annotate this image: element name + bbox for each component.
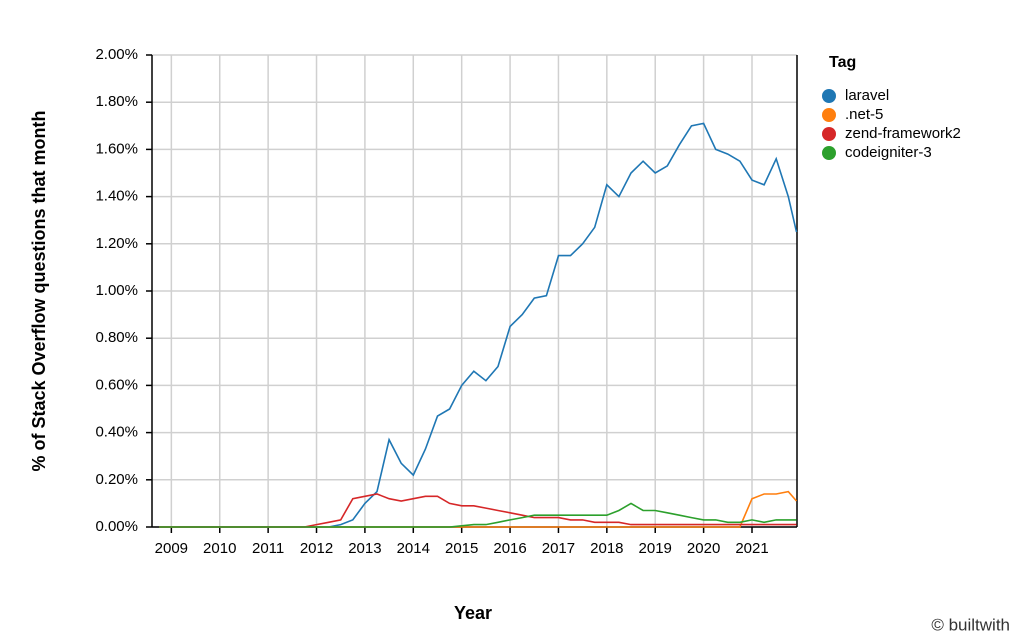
y-tick-label: 1.40% [95, 188, 138, 205]
x-tick-label: 2011 [252, 540, 284, 557]
x-tick-label: 2018 [590, 540, 623, 557]
series-line [159, 122, 798, 528]
x-tick-label: 2017 [542, 540, 575, 557]
series-line [159, 502, 797, 528]
x-tick-label: 2010 [203, 540, 236, 557]
y-tick-label: 1.00% [95, 282, 138, 299]
x-tick-label: 2014 [397, 540, 430, 557]
x-tick-label: 2009 [155, 540, 188, 557]
legend-label: laravel [845, 87, 889, 104]
x-axis-label: Year [454, 603, 492, 623]
y-tick-label: 1.20% [95, 235, 138, 252]
x-tick-label: 2015 [445, 540, 478, 557]
legend-title: Tag [829, 54, 856, 71]
x-tick-label: 2019 [639, 540, 672, 557]
legend-swatch [822, 127, 836, 141]
legend-label: codeigniter-3 [845, 144, 932, 161]
x-tick-label: 2020 [687, 540, 720, 557]
x-tick-label: 2016 [493, 540, 526, 557]
legend-label: .net-5 [845, 106, 883, 123]
legend-label: zend-framework2 [845, 125, 961, 142]
y-tick-label: 0.40% [95, 424, 138, 441]
series-line [159, 490, 798, 528]
y-tick-label: 0.60% [95, 376, 138, 393]
y-axis-label: % of Stack Overflow questions that month [29, 110, 49, 471]
legend-swatch [822, 89, 836, 103]
x-tick-label: 2012 [300, 540, 333, 557]
x-tick-label: 2013 [348, 540, 381, 557]
y-tick-label: 2.00% [95, 46, 138, 63]
credit: © builtwith [931, 615, 1010, 634]
x-tick-label: 2021 [735, 540, 768, 557]
y-tick-label: 1.60% [95, 140, 138, 157]
y-tick-label: 0.00% [95, 518, 138, 535]
legend-swatch [822, 108, 836, 122]
y-tick-label: 0.80% [95, 329, 138, 346]
legend-swatch [822, 146, 836, 160]
y-tick-label: 1.80% [95, 93, 138, 110]
y-tick-label: 0.20% [95, 471, 138, 488]
series-line [159, 493, 797, 528]
